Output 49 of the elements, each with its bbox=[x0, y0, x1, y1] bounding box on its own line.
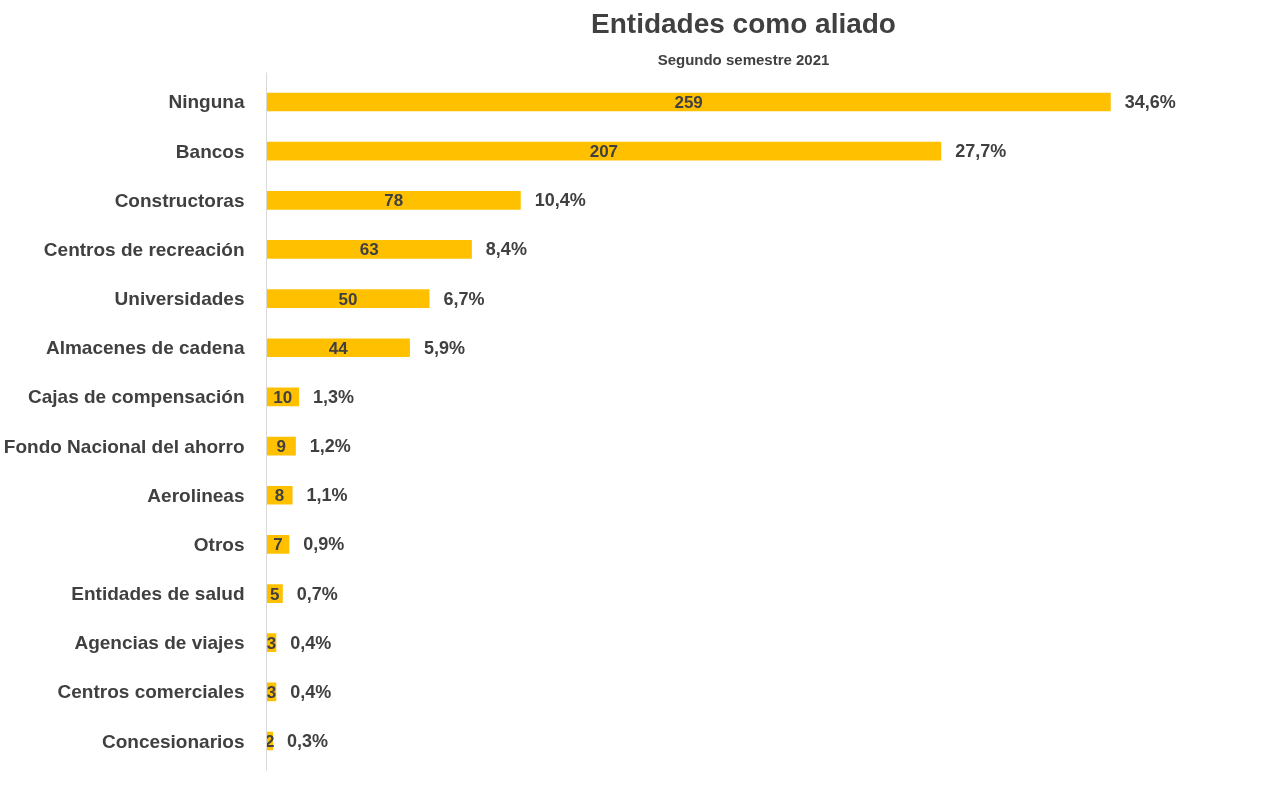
data-label: 9 bbox=[276, 437, 286, 457]
data-label: 8 bbox=[274, 486, 285, 506]
y-tick-label: Concesionarios bbox=[101, 730, 245, 752]
annotation: 1,1% bbox=[306, 485, 348, 506]
annotation: 0,9% bbox=[303, 534, 345, 555]
y-tick-label: Ninguna bbox=[168, 91, 245, 113]
y-tick-label: Agencias de viajes bbox=[74, 632, 245, 654]
bar bbox=[266, 141, 942, 161]
y-tick-label: Bancos bbox=[175, 140, 245, 162]
bar bbox=[266, 92, 1111, 112]
data-label: 63 bbox=[359, 240, 379, 260]
y-tick-label: Otros bbox=[193, 533, 245, 555]
y-tick-label: Almacenes de cadena bbox=[45, 337, 245, 359]
y-tick-label: Cajas de compensación bbox=[28, 386, 245, 408]
annotation: 8,4% bbox=[485, 239, 527, 260]
annotation: 6,7% bbox=[443, 288, 485, 309]
annotation: 0,4% bbox=[290, 632, 332, 653]
chart-title: Entidades como aliado bbox=[591, 7, 896, 39]
annotation: 10,4% bbox=[534, 190, 586, 211]
data-label: 5 bbox=[269, 584, 280, 604]
data-label: 78 bbox=[384, 191, 404, 211]
data-label: 50 bbox=[338, 289, 358, 309]
bar bbox=[266, 190, 521, 210]
annotation: 0,3% bbox=[287, 731, 329, 752]
bar bbox=[266, 338, 410, 358]
annotation: 0,4% bbox=[290, 681, 332, 702]
bar bbox=[266, 289, 430, 308]
data-label: 7 bbox=[273, 535, 283, 555]
y-tick-label: Fondo Nacional del ahorro bbox=[3, 435, 245, 457]
y-tick-label: Centros de recreación bbox=[43, 238, 245, 260]
annotation: 34,6% bbox=[1124, 91, 1176, 112]
data-label: 10 bbox=[273, 387, 293, 407]
chart-subtitle: Segundo semestre 2021 bbox=[657, 50, 830, 68]
y-tick-label: Constructoras bbox=[114, 189, 245, 211]
y-tick-label: Entidades de salud bbox=[71, 583, 245, 605]
data-label: 207 bbox=[589, 142, 619, 162]
annotation: 0,7% bbox=[296, 583, 338, 604]
bar bbox=[266, 240, 472, 259]
data-label: 259 bbox=[674, 92, 703, 112]
y-tick-label: Aerolineas bbox=[147, 484, 245, 506]
y-tick-label: Universidades bbox=[114, 288, 245, 310]
annotation: 1,2% bbox=[309, 436, 351, 457]
data-label: 3 bbox=[266, 682, 277, 702]
annotation: 27,7% bbox=[955, 141, 1007, 162]
annotation: 5,9% bbox=[423, 337, 465, 358]
y-tick-label: Centros comerciales bbox=[57, 681, 245, 703]
data-label: 3 bbox=[266, 633, 277, 653]
annotation: 1,3% bbox=[313, 386, 355, 407]
data-label: 44 bbox=[328, 338, 349, 358]
